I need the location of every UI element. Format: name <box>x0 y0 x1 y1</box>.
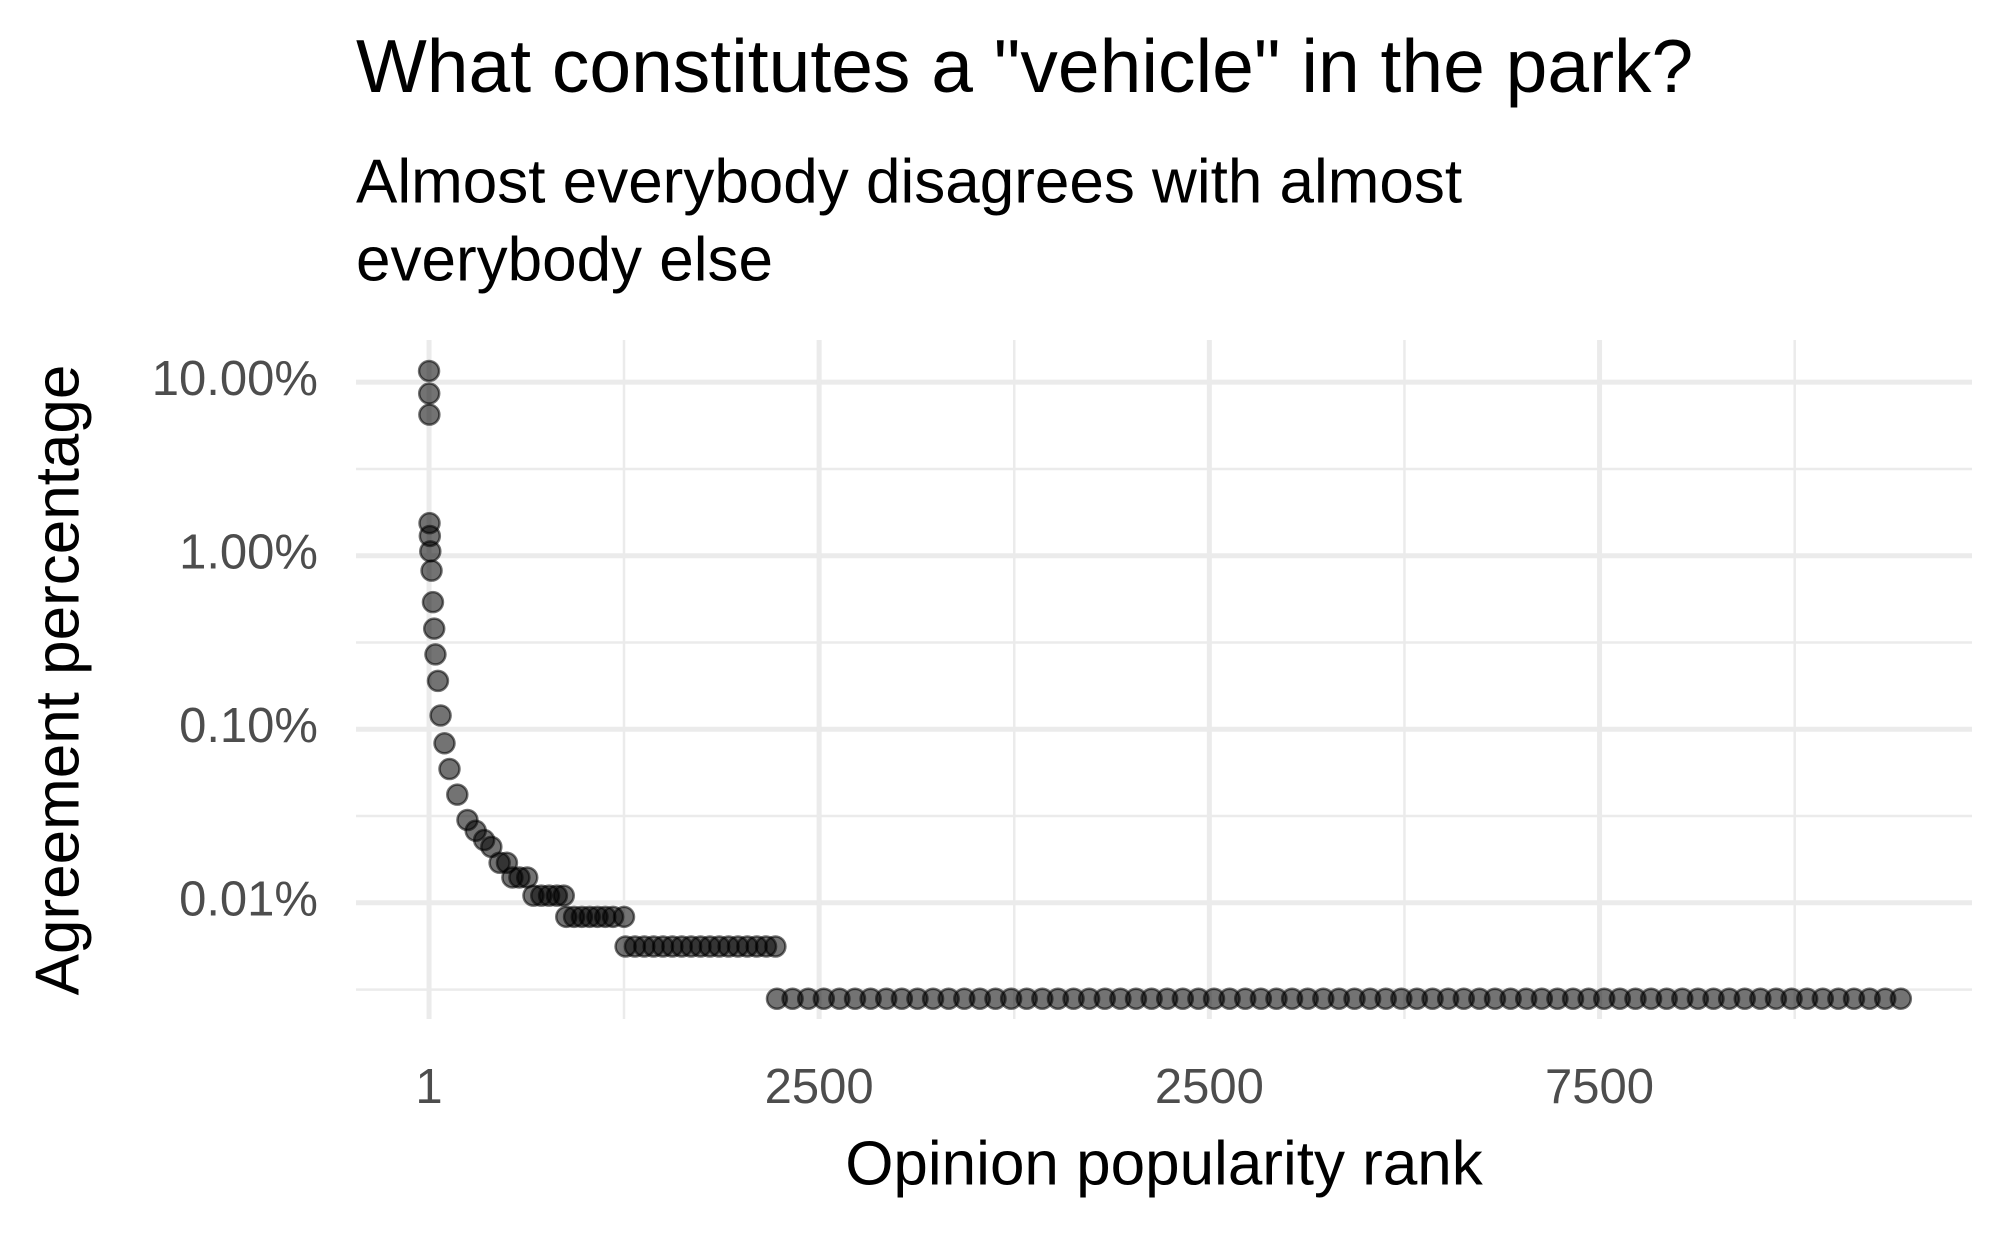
y-axis-label: Agreement percentage <box>23 365 92 996</box>
point <box>612 905 636 929</box>
point <box>418 403 441 426</box>
x-tick-label: 1 <box>415 1060 442 1114</box>
x-tick-label: 2500 <box>1155 1060 1264 1114</box>
point <box>438 757 461 781</box>
point <box>419 540 442 563</box>
y-tick-label: 0.10% <box>179 699 318 753</box>
point <box>421 590 445 614</box>
point <box>424 643 447 666</box>
point <box>420 559 443 582</box>
x-tick-label: 2500 <box>765 1060 874 1114</box>
y-tick-label: 1.00% <box>179 526 318 580</box>
point <box>429 704 452 727</box>
point <box>1889 987 1913 1010</box>
chart-subtitle: Almost everybody disagrees with almost <box>356 147 1462 216</box>
point <box>417 382 441 405</box>
y-tick-label: 10.00% <box>152 352 318 406</box>
point <box>422 617 446 640</box>
x-axis-label: Opinion popularity rank <box>845 1129 1484 1198</box>
point <box>426 669 450 693</box>
points <box>417 359 1913 1010</box>
x-tick-label: 7500 <box>1545 1060 1654 1114</box>
point <box>433 732 456 755</box>
point <box>764 935 787 958</box>
point <box>446 783 469 806</box>
point <box>552 884 576 907</box>
y-tick-label: 0.01% <box>179 873 318 927</box>
point <box>417 359 441 383</box>
chart-title: What constitutes a "vehicle" in the park… <box>356 24 1693 108</box>
chart-subtitle: everybody else <box>356 225 773 294</box>
